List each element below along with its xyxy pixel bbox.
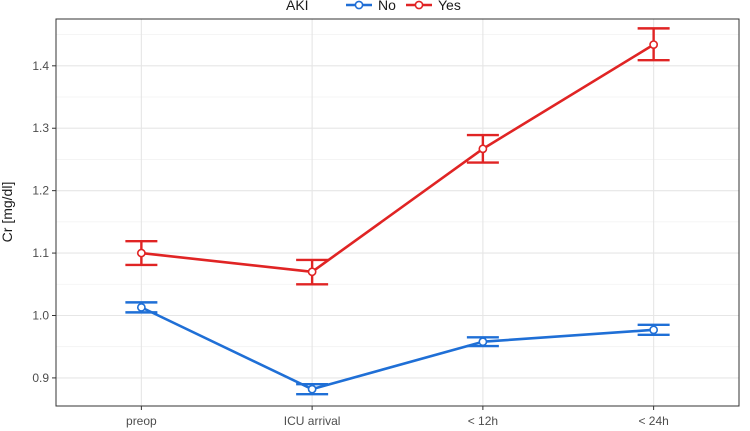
data-point (136, 248, 146, 258)
series-line-yes (141, 43, 655, 274)
y-tick-label: 0.9 (32, 371, 49, 385)
legend: AKI No Yes (286, 0, 461, 13)
series-layer (125, 27, 670, 396)
data-point (478, 337, 488, 347)
data-point (307, 384, 317, 394)
legend-title: AKI (286, 0, 309, 13)
y-tick-label: 1.1 (32, 246, 49, 260)
y-tick-label: 1.3 (32, 121, 49, 135)
series-no (125, 301, 670, 396)
legend-key-point (414, 0, 424, 10)
legend-items: No Yes (346, 0, 461, 13)
y-tick-label: 1.2 (32, 184, 49, 198)
x-tick-label: preop (126, 414, 157, 428)
legend-label: No (378, 0, 396, 13)
legend-label: Yes (438, 0, 461, 13)
legend-item-no: No (346, 0, 396, 13)
y-tick-label: 1.4 (32, 59, 49, 73)
data-point (136, 302, 146, 312)
y-tick-label: 1.0 (32, 308, 49, 322)
x-tick-label: < 24h (638, 414, 668, 428)
x-tick-label: < 12h (468, 414, 498, 428)
data-point (307, 267, 317, 277)
data-point (649, 325, 659, 335)
plot-panel-border (55, 18, 740, 407)
x-tick-label: ICU arrival (284, 414, 341, 428)
axis-layer: 0.9 1.0 1.1 1.2 1.3 1.4 preop ICU arrival < 12h <… (32, 59, 669, 428)
y-axis-label: Cr [mg/dl] (0, 182, 15, 243)
legend-item-yes: Yes (406, 0, 461, 13)
grid-layer (56, 19, 739, 406)
data-point (649, 40, 659, 49)
series-line-no (140, 306, 654, 391)
series-yes (125, 27, 670, 286)
data-point (478, 144, 488, 154)
legend-key-point (354, 0, 364, 10)
